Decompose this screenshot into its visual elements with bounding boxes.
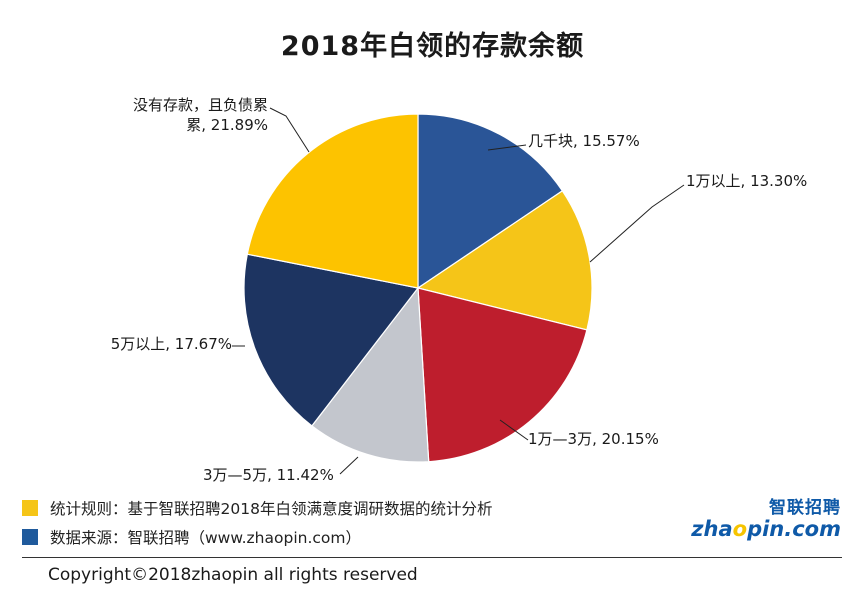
note-rule-square xyxy=(22,500,38,516)
slice-label-4: 5万以上, 17.67% xyxy=(111,335,232,353)
note-source-square xyxy=(22,529,38,545)
leader-line-3 xyxy=(340,457,358,474)
footer-divider xyxy=(22,557,842,558)
slice-label-0: 几千块, 15.57% xyxy=(528,132,640,150)
note-source: 数据来源：智联招聘（www.zhaopin.com） xyxy=(22,526,361,548)
leader-line-1 xyxy=(590,185,684,262)
note-rule-text: 统计规则：基于智联招聘2018年白领满意度调研数据的统计分析 xyxy=(50,497,492,519)
slice-label-3: 3万—5万, 11.42% xyxy=(203,466,334,484)
leader-line-5 xyxy=(270,108,309,152)
slice-label-1: 1万以上, 13.30% xyxy=(686,172,807,190)
copyright-text: Copyright©2018zhaopin all rights reserve… xyxy=(48,565,418,585)
slice-label-2: 1万—3万, 20.15% xyxy=(528,430,659,448)
slice-label-5: 没有存款，且负债累累, 21.89% xyxy=(133,96,268,134)
logo-cn-text: 智联招聘 xyxy=(691,493,841,518)
logo-en-text: zhaopin.com xyxy=(691,518,841,540)
zhaopin-logo: 智联招聘 zhaopin.com xyxy=(691,493,841,540)
note-source-text: 数据来源：智联招聘（www.zhaopin.com） xyxy=(50,526,361,548)
note-rule: 统计规则：基于智联招聘2018年白领满意度调研数据的统计分析 xyxy=(22,497,492,519)
